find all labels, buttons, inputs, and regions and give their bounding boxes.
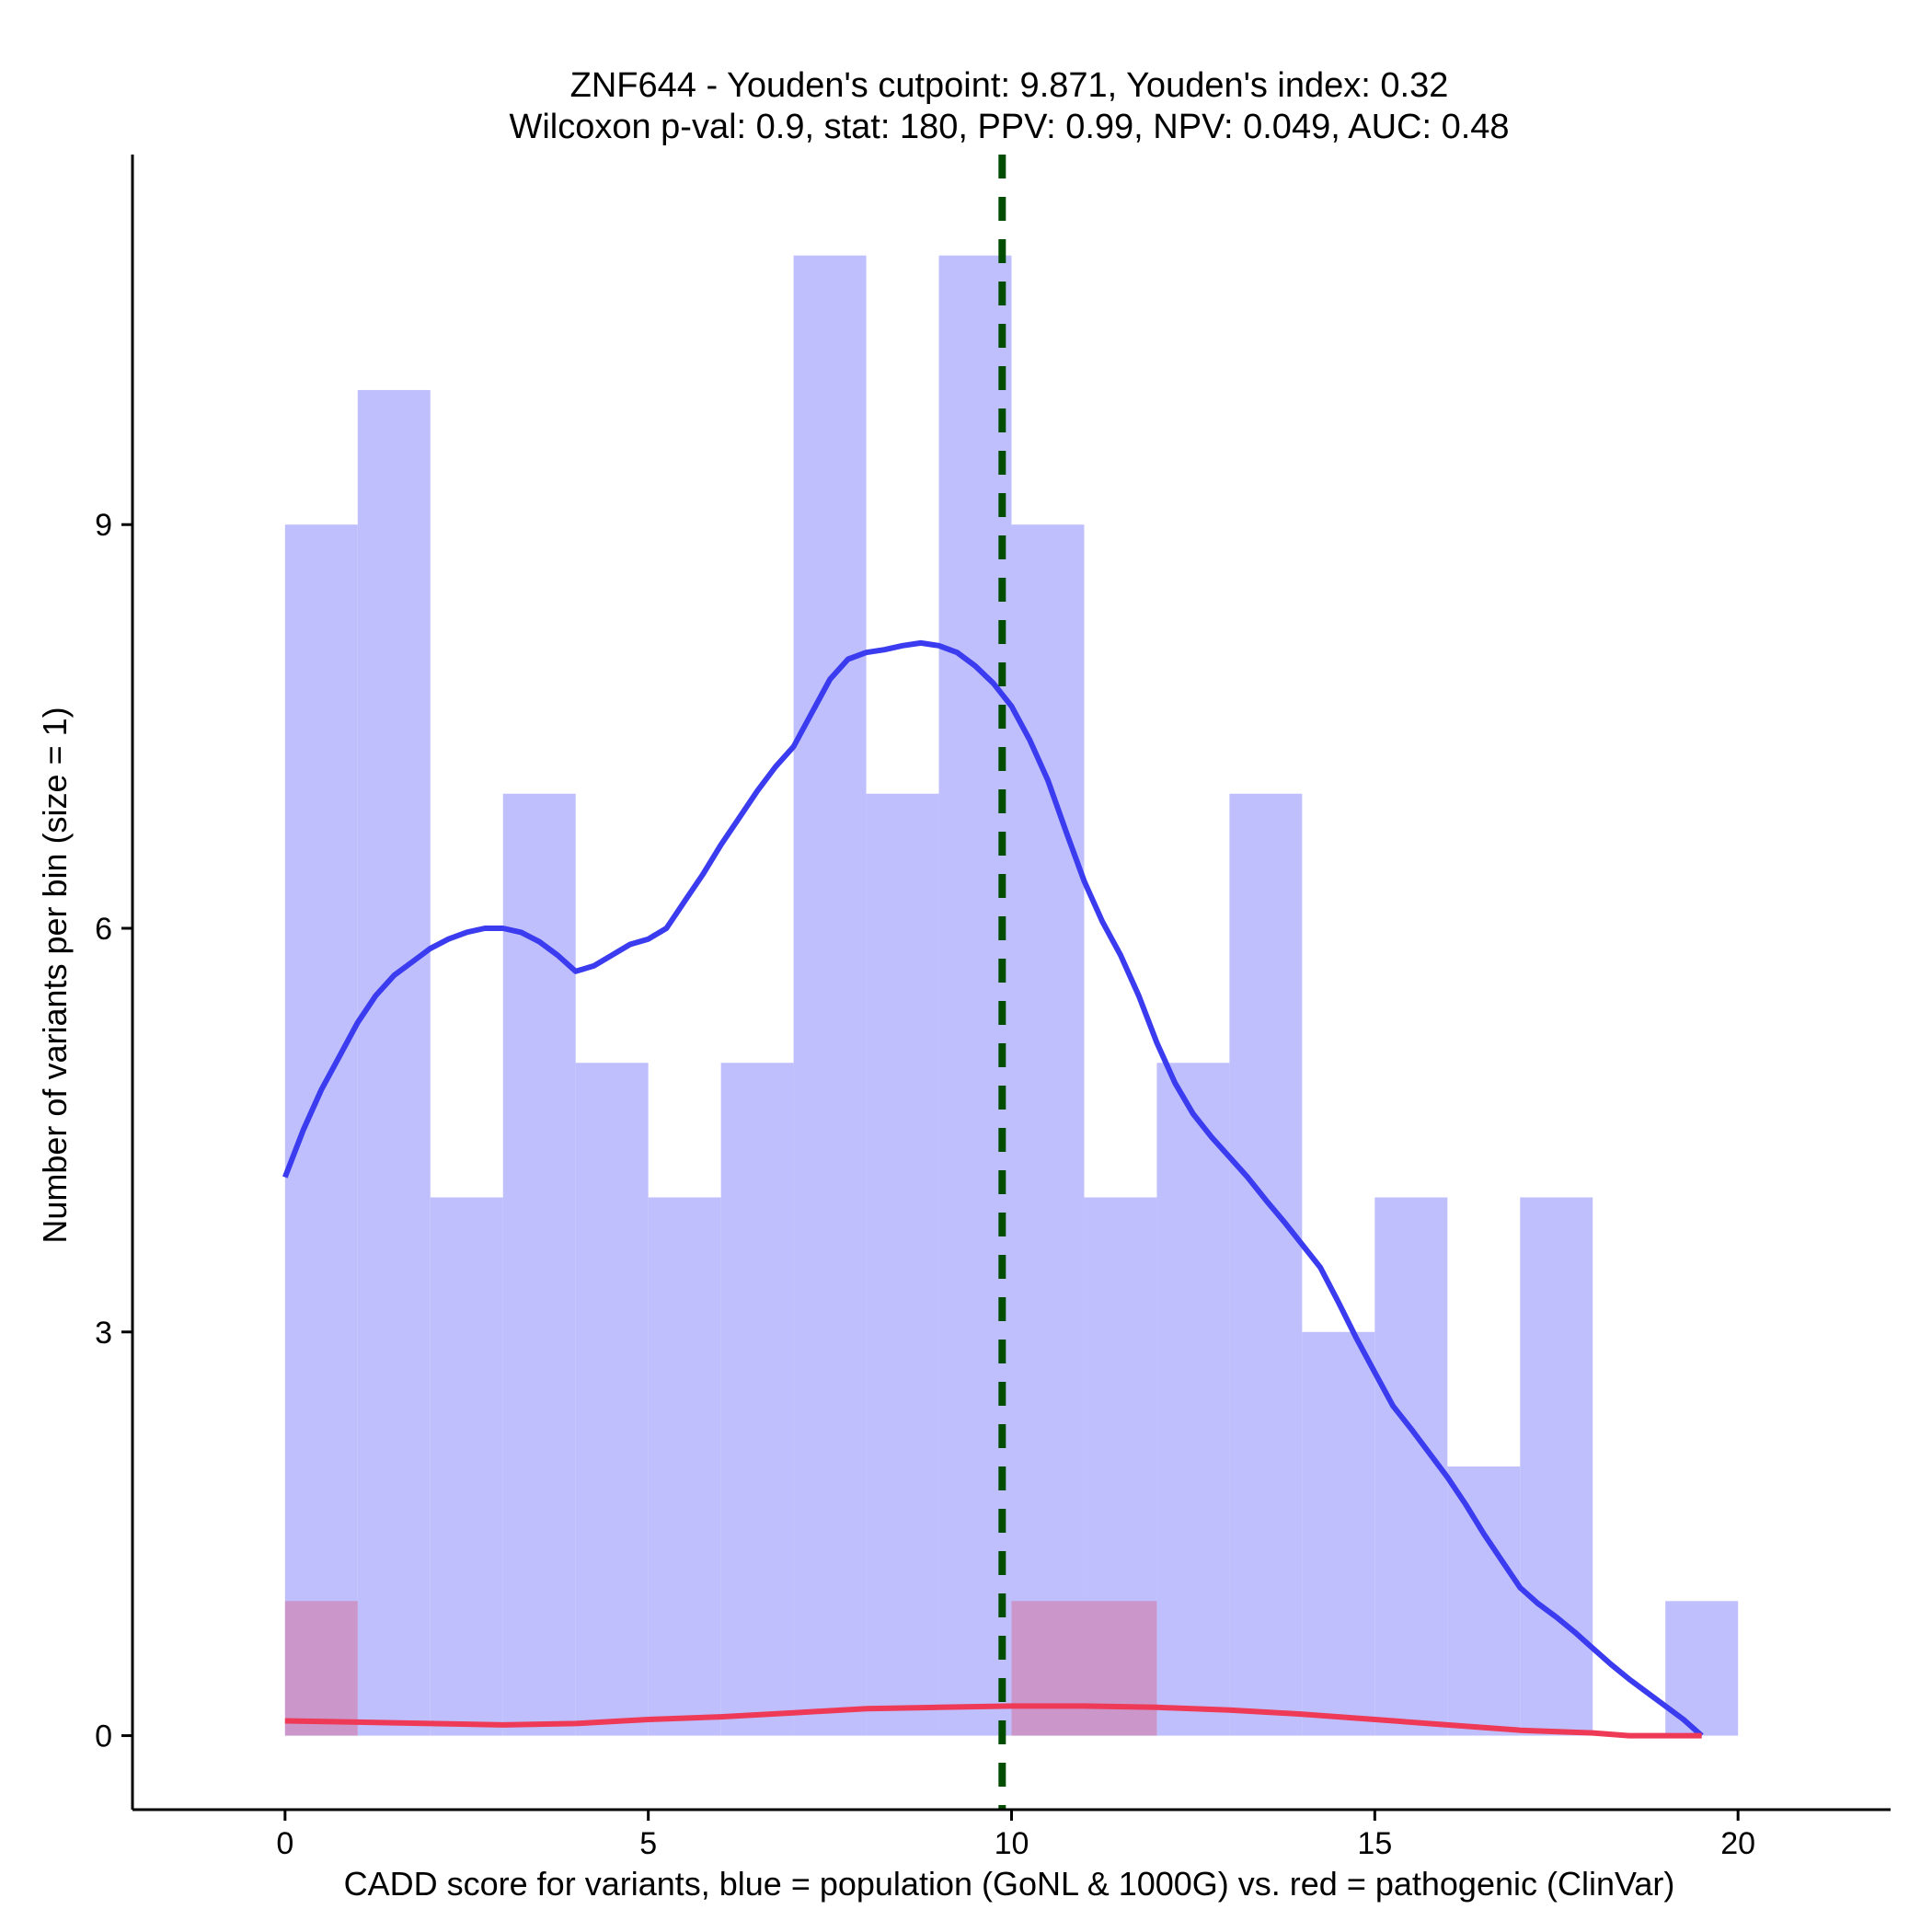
x-tick-label-15: 15 — [1357, 1826, 1392, 1861]
pathogenic-bars — [284, 1601, 1157, 1736]
population-bar-4 — [575, 1063, 649, 1736]
pathogenic-bar-10 — [1011, 1601, 1085, 1736]
population-bar-13 — [1229, 793, 1303, 1736]
x-ticks: 0 5 10 15 20 — [276, 1810, 1755, 1861]
population-bar-10 — [1011, 524, 1085, 1736]
x-tick-label-5: 5 — [639, 1826, 657, 1861]
population-bars — [284, 255, 1739, 1736]
x-tick-label-10: 10 — [995, 1826, 1029, 1861]
y-tick-label-0: 0 — [95, 1719, 112, 1754]
y-tick-label-6: 6 — [95, 912, 112, 947]
chart-title: ZNF644 - Youden's cutpoint: 9.871, Youde… — [570, 66, 1449, 105]
density-curves — [282, 639, 1704, 1739]
x-tick-label-0: 0 — [276, 1826, 293, 1861]
y-ticks: 0 3 6 9 — [95, 508, 132, 1754]
population-bar-8 — [866, 793, 939, 1736]
pathogenic-bar-11 — [1084, 1601, 1157, 1736]
population-bar-17 — [1520, 1197, 1593, 1736]
population-bar-6 — [720, 1063, 794, 1736]
x-axis-label: CADD score for variants, blue = populati… — [344, 1865, 1675, 1903]
population-bar-3 — [502, 793, 576, 1736]
y-tick-label-9: 9 — [95, 508, 112, 543]
y-tick-label-3: 3 — [95, 1316, 112, 1351]
population-bar-1 — [357, 389, 431, 1736]
pathogenic-density-curve — [284, 1703, 1702, 1739]
x-tick-label-20: 20 — [1720, 1826, 1755, 1861]
population-bar-12 — [1156, 1063, 1230, 1736]
population-bar-15 — [1374, 1197, 1448, 1736]
population-bar-14 — [1302, 1331, 1375, 1736]
population-bar-16 — [1447, 1466, 1521, 1736]
y-axis-label: Number of variants per bin (size = 1) — [36, 707, 74, 1243]
population-bar-2 — [430, 1197, 503, 1736]
population-bar-0 — [284, 524, 358, 1736]
chart-subtitle: Wilcoxon p-val: 0.9, stat: 180, PPV: 0.9… — [509, 108, 1509, 146]
population-bar-7 — [793, 255, 867, 1736]
pathogenic-bar-0 — [284, 1601, 358, 1736]
population-density-curve — [282, 639, 1704, 1738]
population-bar-5 — [648, 1197, 721, 1736]
